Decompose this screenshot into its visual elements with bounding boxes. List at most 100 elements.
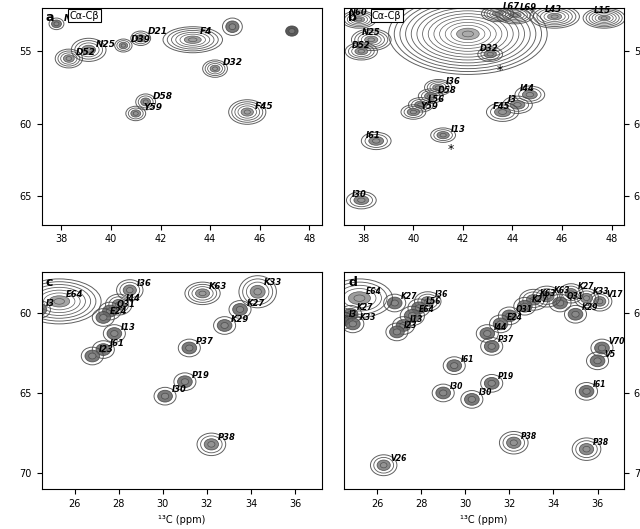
Text: Cα-Cβ: Cα-Cβ bbox=[70, 11, 99, 21]
Text: L67: L67 bbox=[502, 2, 520, 11]
Ellipse shape bbox=[123, 285, 136, 295]
Ellipse shape bbox=[440, 390, 447, 396]
Ellipse shape bbox=[595, 342, 609, 354]
Text: D58: D58 bbox=[153, 92, 173, 101]
Ellipse shape bbox=[217, 320, 232, 331]
Ellipse shape bbox=[543, 294, 550, 299]
Ellipse shape bbox=[415, 101, 427, 108]
Ellipse shape bbox=[212, 67, 218, 70]
Text: E24: E24 bbox=[110, 306, 127, 315]
Ellipse shape bbox=[410, 110, 417, 114]
Ellipse shape bbox=[484, 377, 499, 389]
Ellipse shape bbox=[88, 353, 96, 359]
Ellipse shape bbox=[127, 288, 133, 293]
Text: E64: E64 bbox=[66, 290, 83, 299]
Ellipse shape bbox=[526, 93, 534, 97]
Text: c: c bbox=[46, 276, 53, 289]
Ellipse shape bbox=[548, 13, 562, 20]
Ellipse shape bbox=[522, 90, 537, 99]
Ellipse shape bbox=[594, 297, 606, 306]
Text: I30: I30 bbox=[172, 385, 186, 394]
Ellipse shape bbox=[391, 300, 398, 306]
Ellipse shape bbox=[349, 321, 356, 327]
Text: I3: I3 bbox=[46, 298, 55, 307]
Ellipse shape bbox=[451, 363, 458, 369]
Ellipse shape bbox=[583, 388, 590, 394]
Ellipse shape bbox=[495, 12, 500, 15]
Text: F45: F45 bbox=[493, 102, 510, 111]
Text: Q31: Q31 bbox=[116, 300, 136, 309]
Ellipse shape bbox=[368, 38, 374, 42]
Ellipse shape bbox=[51, 20, 61, 28]
Text: I13: I13 bbox=[121, 323, 136, 332]
Text: P37: P37 bbox=[196, 337, 214, 346]
Text: I44: I44 bbox=[494, 323, 508, 332]
Ellipse shape bbox=[177, 376, 192, 388]
Ellipse shape bbox=[492, 11, 503, 16]
Text: E64: E64 bbox=[366, 287, 382, 296]
Ellipse shape bbox=[428, 94, 434, 98]
Text: I30: I30 bbox=[351, 190, 366, 199]
Text: I44: I44 bbox=[520, 85, 535, 94]
Ellipse shape bbox=[250, 285, 265, 298]
Ellipse shape bbox=[112, 299, 125, 310]
Ellipse shape bbox=[418, 103, 424, 107]
Ellipse shape bbox=[396, 320, 411, 331]
Ellipse shape bbox=[584, 296, 589, 300]
Text: P19: P19 bbox=[191, 371, 209, 380]
Ellipse shape bbox=[181, 379, 189, 385]
Ellipse shape bbox=[594, 358, 601, 364]
Ellipse shape bbox=[527, 295, 541, 305]
Ellipse shape bbox=[598, 345, 605, 351]
Ellipse shape bbox=[495, 107, 511, 117]
Ellipse shape bbox=[480, 327, 495, 340]
Ellipse shape bbox=[229, 24, 236, 30]
Ellipse shape bbox=[502, 310, 516, 322]
X-axis label: ¹³C (ppm): ¹³C (ppm) bbox=[158, 515, 205, 525]
Text: I23: I23 bbox=[404, 321, 417, 330]
Ellipse shape bbox=[493, 318, 508, 330]
Text: K27: K27 bbox=[246, 298, 265, 307]
Ellipse shape bbox=[421, 297, 435, 306]
Ellipse shape bbox=[440, 133, 446, 137]
Text: K63: K63 bbox=[540, 289, 557, 298]
Text: P38: P38 bbox=[520, 432, 536, 441]
Ellipse shape bbox=[433, 84, 444, 90]
Text: L69: L69 bbox=[520, 3, 537, 13]
Ellipse shape bbox=[254, 288, 261, 295]
Ellipse shape bbox=[236, 306, 244, 312]
Ellipse shape bbox=[580, 294, 593, 303]
Ellipse shape bbox=[358, 198, 365, 203]
Ellipse shape bbox=[354, 196, 369, 205]
Text: D21: D21 bbox=[148, 26, 168, 35]
Ellipse shape bbox=[285, 26, 298, 36]
Text: L43: L43 bbox=[545, 5, 562, 14]
Text: I36: I36 bbox=[435, 290, 448, 299]
Ellipse shape bbox=[572, 311, 579, 317]
Ellipse shape bbox=[372, 139, 380, 143]
Ellipse shape bbox=[343, 308, 358, 320]
Text: *: * bbox=[497, 63, 503, 77]
Text: K29: K29 bbox=[582, 303, 598, 312]
Ellipse shape bbox=[161, 393, 169, 399]
Ellipse shape bbox=[462, 31, 474, 37]
Ellipse shape bbox=[424, 299, 431, 304]
Text: I36: I36 bbox=[136, 279, 151, 288]
Ellipse shape bbox=[579, 443, 594, 455]
Text: Y59: Y59 bbox=[421, 102, 438, 111]
Ellipse shape bbox=[199, 291, 206, 296]
Text: I13: I13 bbox=[451, 125, 465, 134]
Text: N25: N25 bbox=[362, 28, 380, 37]
Text: K27: K27 bbox=[531, 295, 548, 304]
Text: E24: E24 bbox=[507, 313, 523, 322]
Text: a: a bbox=[46, 11, 54, 24]
Ellipse shape bbox=[484, 51, 497, 58]
Text: D52: D52 bbox=[76, 48, 96, 57]
Ellipse shape bbox=[484, 331, 491, 336]
Text: K29: K29 bbox=[231, 315, 250, 324]
Ellipse shape bbox=[347, 311, 355, 317]
Text: K27: K27 bbox=[401, 292, 418, 301]
Ellipse shape bbox=[390, 326, 404, 338]
Ellipse shape bbox=[32, 304, 47, 315]
Text: K63: K63 bbox=[209, 282, 227, 291]
